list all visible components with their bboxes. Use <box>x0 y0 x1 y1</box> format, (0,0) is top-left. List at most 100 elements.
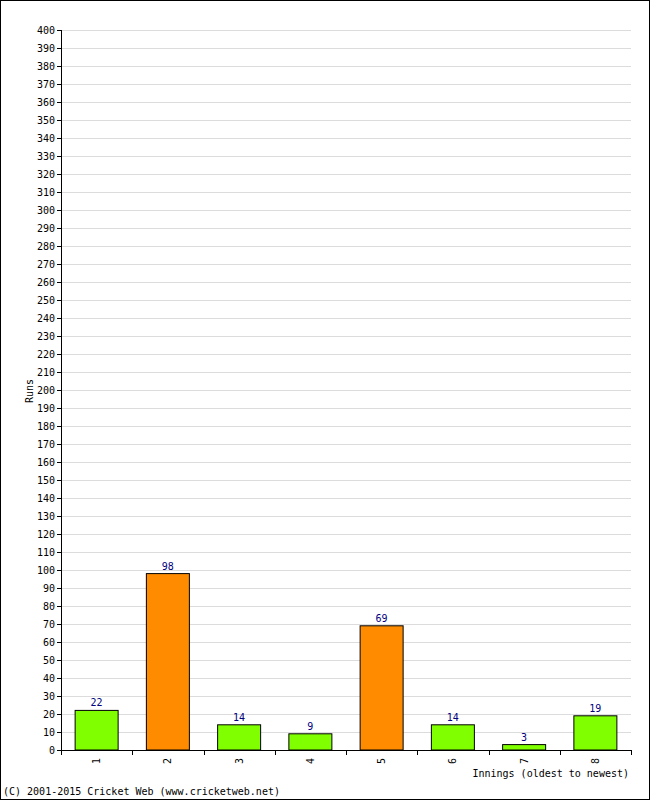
y-tick-label: 30 <box>43 691 55 702</box>
y-tick-label: 160 <box>37 457 55 468</box>
x-tick-label: 1 <box>91 758 102 764</box>
data-label: 69 <box>376 613 388 624</box>
x-tick <box>204 750 205 755</box>
grid-line <box>61 228 631 229</box>
y-tick-label: 340 <box>37 133 55 144</box>
y-tick <box>57 498 61 499</box>
y-tick-label: 50 <box>43 655 55 666</box>
y-tick-label: 390 <box>37 43 55 54</box>
y-tick <box>57 228 61 229</box>
y-axis-line <box>61 30 62 750</box>
x-tick-label: 5 <box>376 758 387 764</box>
y-tick <box>57 588 61 589</box>
background <box>1 1 650 800</box>
grid-line <box>61 516 631 517</box>
data-label: 22 <box>91 697 103 708</box>
y-tick <box>57 480 61 481</box>
annotation: (C) 2001-2015 Cricket Web (www.cricketwe… <box>3 786 280 797</box>
data-label: 9 <box>307 721 313 732</box>
grid-line <box>61 210 631 211</box>
data-label: 98 <box>162 561 174 572</box>
y-tick-label: 0 <box>49 745 55 756</box>
y-tick <box>57 30 61 31</box>
y-tick <box>57 642 61 643</box>
grid-line <box>61 102 631 103</box>
y-tick <box>57 336 61 337</box>
y-tick-label: 370 <box>37 79 55 90</box>
bar <box>431 725 474 750</box>
y-tick-label: 250 <box>37 295 55 306</box>
y-tick-label: 330 <box>37 151 55 162</box>
y-tick <box>57 570 61 571</box>
grid-line <box>61 426 631 427</box>
y-tick <box>57 354 61 355</box>
y-tick-label: 350 <box>37 115 55 126</box>
bar <box>289 734 332 750</box>
y-tick-label: 170 <box>37 439 55 450</box>
x-tick-label: 7 <box>519 758 530 764</box>
grid-line <box>61 390 631 391</box>
grid-line <box>61 156 631 157</box>
bar <box>360 626 403 750</box>
y-tick <box>57 300 61 301</box>
y-tick-label: 400 <box>37 25 55 36</box>
y-tick <box>57 732 61 733</box>
y-tick-label: 200 <box>37 385 55 396</box>
y-tick <box>57 516 61 517</box>
y-tick-label: 300 <box>37 205 55 216</box>
data-label: 3 <box>521 732 527 743</box>
y-tick-label: 100 <box>37 565 55 576</box>
grid-line <box>61 246 631 247</box>
y-tick-label: 380 <box>37 61 55 72</box>
y-tick <box>57 66 61 67</box>
y-tick-label: 70 <box>43 619 55 630</box>
y-tick-label: 240 <box>37 313 55 324</box>
bars <box>75 574 617 750</box>
y-tick-label: 290 <box>37 223 55 234</box>
y-tick <box>57 534 61 535</box>
grid-line <box>61 570 631 571</box>
x-tick <box>346 750 347 755</box>
grid-line <box>61 48 631 49</box>
y-tick-label: 110 <box>37 547 55 558</box>
y-tick-label: 220 <box>37 349 55 360</box>
x-axis-title: Innings (oldest to newest) <box>472 768 629 779</box>
grid-line <box>61 408 631 409</box>
y-tick <box>57 48 61 49</box>
data-labels: 22981496914319 <box>91 561 602 743</box>
bar <box>503 745 546 750</box>
grid-line <box>61 318 631 319</box>
y-tick <box>57 246 61 247</box>
bar <box>218 725 261 750</box>
y-tick <box>57 750 61 751</box>
y-tick <box>57 390 61 391</box>
grid-line <box>61 282 631 283</box>
y-tick <box>57 624 61 625</box>
y-tick-label: 150 <box>37 475 55 486</box>
y-tick-label: 40 <box>43 673 55 684</box>
y-tick <box>57 192 61 193</box>
y-tick <box>57 462 61 463</box>
grid-line <box>61 552 631 553</box>
chart: 0102030405060708090100110120130140150160… <box>0 0 650 800</box>
y-tick <box>57 282 61 283</box>
x-tick <box>132 750 133 755</box>
x-tick-label: 3 <box>234 758 245 764</box>
y-axis-title: Runs <box>24 379 35 403</box>
y-tick <box>57 714 61 715</box>
x-axis: 12345678 <box>62 750 632 764</box>
x-tick <box>61 750 62 755</box>
grid-line <box>61 264 631 265</box>
x-tick <box>489 750 490 755</box>
y-tick <box>57 372 61 373</box>
y-tick-label: 320 <box>37 169 55 180</box>
y-tick-label: 180 <box>37 421 55 432</box>
grid-line <box>61 120 631 121</box>
y-tick <box>57 174 61 175</box>
y-tick-label: 280 <box>37 241 55 252</box>
grid-line <box>61 372 631 373</box>
y-tick-label: 80 <box>43 601 55 612</box>
y-tick <box>57 408 61 409</box>
grid-line <box>61 84 631 85</box>
data-label: 14 <box>233 712 245 723</box>
